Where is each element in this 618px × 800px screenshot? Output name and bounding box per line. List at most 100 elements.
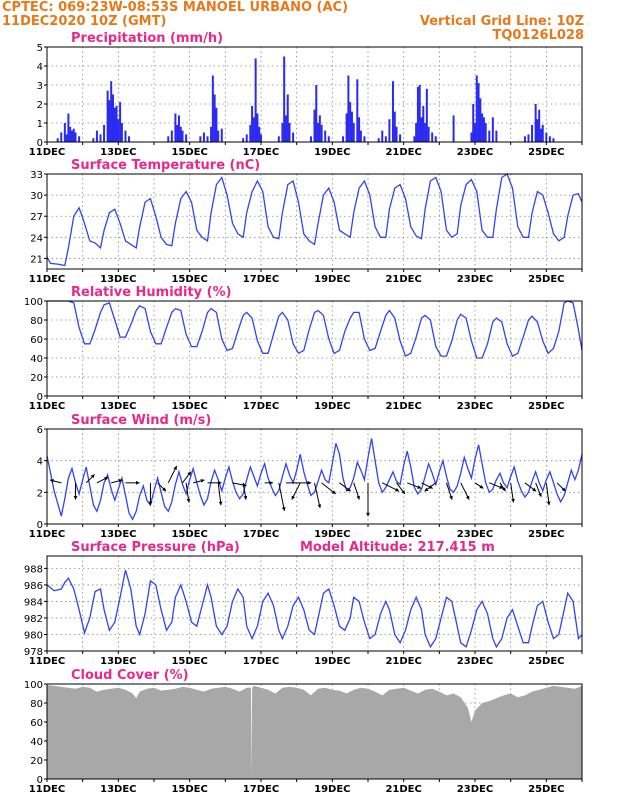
precip-bar xyxy=(113,107,116,142)
precip-bar xyxy=(177,115,180,142)
x-date-label: 15DEC xyxy=(171,784,207,795)
precip-bar xyxy=(352,123,355,142)
precip-bar xyxy=(220,128,223,142)
precip-bar xyxy=(119,102,122,142)
panel-rh: 0 20 40 60 80 100 11DEC 13DEC 15DEC 17DEC 19DEC 21D… xyxy=(24,285,583,412)
precip-bar xyxy=(288,123,291,142)
y-tick-label: 27 xyxy=(30,212,43,223)
wind-vector-head xyxy=(532,487,537,492)
y-tick-label: 40 xyxy=(30,737,43,748)
precip-bar xyxy=(78,136,81,142)
precip-bar xyxy=(199,136,202,142)
y-tick-label: 0 xyxy=(37,392,43,403)
precip-bar xyxy=(99,134,102,142)
panel-title: Relative Humidity (%) xyxy=(71,285,232,300)
wind-vector-head xyxy=(538,492,542,497)
precip-bar xyxy=(258,126,261,142)
precip-bar xyxy=(110,81,113,142)
x-date-label: 25DEC xyxy=(528,784,564,795)
wind-vector-head xyxy=(218,501,223,506)
x-date-label: 11DEC xyxy=(29,401,65,412)
precip-bar xyxy=(359,130,362,142)
wind-vector-head xyxy=(511,498,515,503)
precip-bar xyxy=(117,119,120,142)
precip-bar xyxy=(95,130,98,142)
y-tick-label: 0 xyxy=(37,520,43,531)
wind-vector-head xyxy=(148,501,153,506)
precip-bar xyxy=(479,98,482,142)
panel-pres: 978 980 982 984 986 988 11DEC 13DEC 15DEC 17DEC 19… xyxy=(24,540,583,667)
x-date-label: 21DEC xyxy=(385,784,421,795)
x-date-label: 13DEC xyxy=(100,784,136,795)
precip-bar xyxy=(388,119,391,142)
precip-bar xyxy=(491,117,494,142)
pres-series-line xyxy=(46,569,583,649)
precip-bar xyxy=(286,94,289,142)
wind-vector-head xyxy=(243,495,248,500)
y-tick-label: 978 xyxy=(24,647,43,658)
x-date-label: 23DEC xyxy=(457,656,493,667)
wind-vector-head xyxy=(331,490,336,494)
precip-bar xyxy=(548,136,551,142)
precip-bar xyxy=(215,107,218,142)
panel-frame xyxy=(46,683,583,780)
wind-vector-head xyxy=(366,512,370,517)
precip-bar xyxy=(174,113,177,142)
wind-vector-head xyxy=(173,466,177,470)
x-date-label: 25DEC xyxy=(528,401,564,412)
precip-bar xyxy=(425,88,428,142)
precip-bar xyxy=(317,123,320,142)
precip-bar xyxy=(472,104,475,142)
panel-frame xyxy=(46,46,583,143)
precip-bar xyxy=(70,130,73,142)
x-date-label: 17DEC xyxy=(243,529,279,540)
x-date-label: 23DEC xyxy=(457,147,493,158)
precip-bar xyxy=(534,104,537,142)
y-tick-label: 4 xyxy=(37,457,43,468)
x-date-label: 21DEC xyxy=(385,529,421,540)
x-date-label: 17DEC xyxy=(243,401,279,412)
precip-bar xyxy=(475,75,478,142)
wind-vector-head xyxy=(401,490,405,494)
precip-bar xyxy=(418,85,421,142)
header-model-code: TQ0126L028 xyxy=(492,28,584,43)
precip-bar xyxy=(176,124,179,142)
precip-bar xyxy=(416,86,419,142)
precip-bar xyxy=(377,138,380,142)
wind-vector-head xyxy=(479,484,484,489)
y-tick-label: 980 xyxy=(24,630,43,641)
x-date-label: 17DEC xyxy=(243,147,279,158)
wind-vector-head xyxy=(307,480,312,485)
x-date-label: 15DEC xyxy=(171,529,207,540)
wind-vector-head xyxy=(346,487,351,492)
precip-bar xyxy=(324,130,327,142)
precip-bar xyxy=(318,115,321,142)
x-date-label: 15DEC xyxy=(171,401,207,412)
y-tick-label: 21 xyxy=(30,254,43,265)
panel-annotation: Model Altitude: 217.415 m xyxy=(300,540,495,555)
y-tick-label: 986 xyxy=(24,581,43,592)
precip-bar xyxy=(277,136,280,142)
precip-bar xyxy=(363,136,366,142)
precip-bar xyxy=(413,136,416,142)
header-date-line: 11DEC2020 10Z (GMT) xyxy=(2,14,167,29)
precip-bar xyxy=(179,126,182,142)
panel-cloud: 0 20 40 60 80 100 11DEC 13DEC 15DEC 17DEC 19DEC 21D… xyxy=(24,668,583,795)
precip-bar xyxy=(434,136,437,142)
wind-vector-head xyxy=(417,485,422,489)
y-tick-label: 24 xyxy=(30,233,43,244)
y-tick-label: 20 xyxy=(30,756,43,767)
precip-bar xyxy=(395,126,398,142)
precip-bar xyxy=(251,105,254,142)
panel-temp: 21 24 27 30 33 11DEC 13DEC 15DEC 17DEC 19DEC 21DEC… xyxy=(29,158,583,285)
precip-bar xyxy=(202,132,205,142)
x-date-label: 19DEC xyxy=(314,784,350,795)
precip-bar xyxy=(185,134,188,142)
precip-bar xyxy=(281,123,284,142)
precip-bar xyxy=(320,124,323,142)
y-tick-label: 1 xyxy=(37,119,43,130)
precip-bar xyxy=(283,56,286,142)
y-tick-label: 2 xyxy=(37,488,43,499)
temp-series-line xyxy=(46,173,583,267)
x-date-label: 11DEC xyxy=(29,784,65,795)
